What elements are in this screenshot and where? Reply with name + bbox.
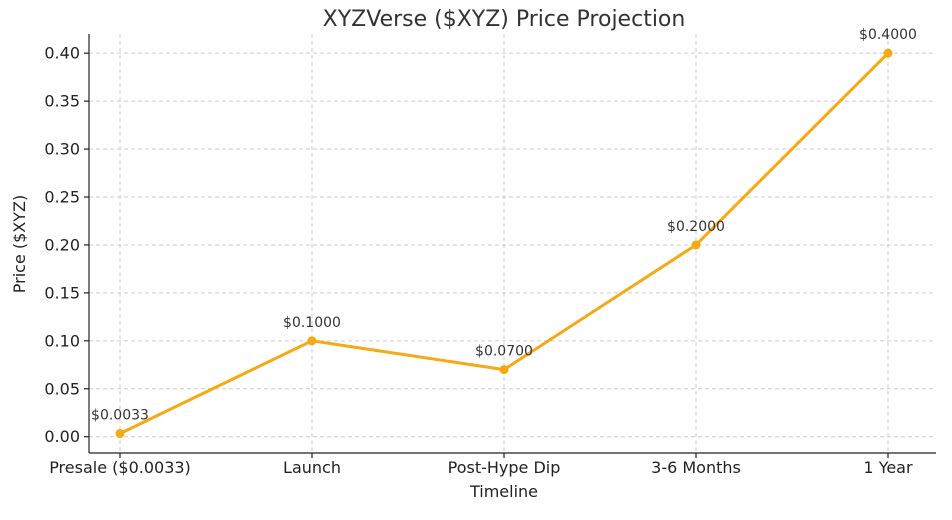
- y-axis-label: Price ($XYZ): [10, 195, 29, 293]
- y-tick-label: 0.25: [44, 187, 80, 206]
- y-tick-label: 0.35: [44, 92, 80, 111]
- data-label: $0.4000: [859, 27, 917, 43]
- data-point: [115, 429, 125, 439]
- data-point: [307, 336, 317, 346]
- series-layer: [115, 48, 893, 439]
- y-tick-label: 0.10: [44, 331, 80, 350]
- data-point: [691, 240, 701, 250]
- data-point: [499, 365, 509, 375]
- data-label: $0.1000: [283, 315, 341, 331]
- grid-layer: [89, 34, 936, 453]
- data-label: $0.0700: [475, 344, 533, 360]
- y-tick-label: 0.00: [44, 427, 80, 446]
- x-tick-label: 3-6 Months: [651, 458, 741, 477]
- x-axis-label: Timeline: [469, 482, 538, 501]
- x-tick-label: Presale ($0.0033): [49, 458, 191, 477]
- y-tick-label: 0.15: [44, 283, 80, 302]
- y-tick-label: 0.40: [44, 44, 80, 63]
- x-tick-label: 1 Year: [863, 458, 913, 477]
- axes-layer: Presale ($0.0033) Launch Post-Hype Dip 3-6 …: [44, 34, 936, 477]
- y-tick-label: 0.30: [44, 140, 80, 159]
- data-label: $0.0033: [91, 408, 149, 424]
- x-tick-label: Launch: [283, 458, 341, 477]
- data-labels-layer: $0.0033 $0.1000 $0.0700 $0.2000 $0.4000: [91, 27, 917, 423]
- x-tick-label: Post-Hype Dip: [448, 458, 561, 477]
- series-line: [119, 52, 890, 435]
- y-tick-label: 0.20: [44, 235, 80, 254]
- y-tick-label: 0.05: [44, 379, 80, 398]
- data-label: $0.2000: [667, 219, 725, 235]
- chart-title: XYZVerse ($XYZ) Price Projection: [323, 7, 686, 32]
- data-point: [883, 48, 893, 58]
